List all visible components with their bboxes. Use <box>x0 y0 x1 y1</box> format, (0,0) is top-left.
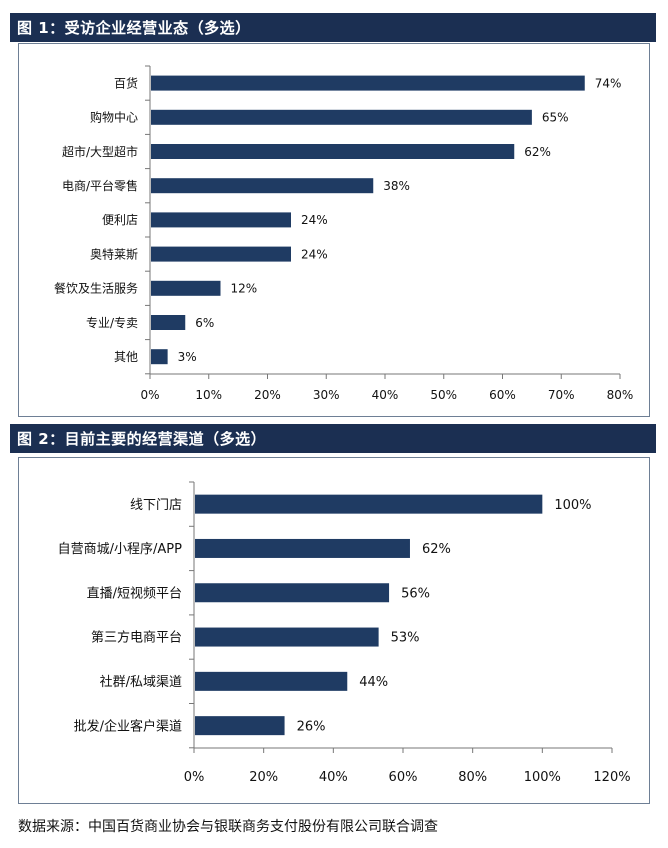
source-note: 数据来源：中国百货商业协会与银联商务支付股份有限公司联合调查 <box>18 819 438 835</box>
category-label: 专业/专卖 <box>86 315 138 330</box>
value-label: 24% <box>301 247 328 261</box>
bar <box>151 144 515 159</box>
value-label: 56% <box>401 586 430 601</box>
category-label: 第三方电商平台 <box>91 630 182 646</box>
bar <box>151 212 291 228</box>
value-label: 6% <box>195 316 214 330</box>
figure2-header: 图 2：目前主要的经营渠道（多选） <box>10 424 656 453</box>
x-tick-label: 0% <box>184 770 205 785</box>
x-tick-label: 80% <box>458 770 487 785</box>
figure1-header: 图 1：受访企业经营业态（多选） <box>10 13 656 42</box>
value-label: 100% <box>554 498 591 513</box>
value-label: 62% <box>524 145 551 159</box>
figure1-bar-chart: 0% 10% 20% 30% 40% 50% 60% 70% 80% 百货 74% 购物中心 65% 超市… <box>54 65 634 402</box>
value-label: 62% <box>422 542 451 557</box>
bar <box>195 494 543 514</box>
value-label: 26% <box>297 719 326 734</box>
bar <box>151 75 585 91</box>
category-label: 餐饮及生活服务 <box>54 281 138 296</box>
x-tick-label: 10% <box>195 388 222 402</box>
value-label: 65% <box>542 111 569 125</box>
value-label: 3% <box>178 350 197 364</box>
x-tick-label: 60% <box>389 770 418 785</box>
category-label: 其他 <box>114 350 138 364</box>
bar <box>151 109 532 125</box>
bar <box>195 538 410 558</box>
x-tick-label: 40% <box>319 770 348 785</box>
value-label: 24% <box>301 213 328 227</box>
category-label: 奥特莱斯 <box>90 246 138 261</box>
x-tick-label: 120% <box>593 770 630 785</box>
bar <box>195 671 348 691</box>
value-label: 12% <box>231 282 258 296</box>
x-tick-label: 40% <box>372 388 399 402</box>
x-tick-label: 0% <box>140 388 159 402</box>
figure2-chart-box: 0% 20% 40% 60% 80% 100% 120% 线下门店 100% 自营商城/小程序/A… <box>18 457 650 804</box>
figure2-bar-chart: 0% 20% 40% 60% 80% 100% 120% 线下门店 100% 自营商城/小程序/A… <box>58 481 631 785</box>
x-tick-label: 30% <box>313 388 340 402</box>
bar <box>151 280 221 296</box>
value-label: 53% <box>391 631 420 646</box>
x-tick-label: 80% <box>607 388 634 402</box>
category-label: 电商/平台零售 <box>62 178 138 193</box>
category-label: 便利店 <box>102 213 138 227</box>
bar <box>195 583 390 603</box>
x-tick-label: 20% <box>254 388 281 402</box>
bar <box>151 246 291 262</box>
value-label: 44% <box>359 675 388 690</box>
x-tick-label: 50% <box>430 388 457 402</box>
category-label: 线下门店 <box>130 498 182 513</box>
category-label: 直播/短视频平台 <box>87 586 182 601</box>
x-tick-label: 20% <box>249 770 278 785</box>
bar <box>151 349 168 365</box>
x-tick-label: 100% <box>524 770 561 785</box>
figure2-title: 图 2：目前主要的经营渠道（多选） <box>17 430 267 448</box>
category-label: 社群/私域渠道 <box>100 674 182 690</box>
x-tick-label: 60% <box>489 388 516 402</box>
category-label: 自营商城/小程序/APP <box>58 542 182 557</box>
bar <box>151 315 186 330</box>
category-label: 购物中心 <box>90 110 138 125</box>
category-label: 百货 <box>114 75 138 90</box>
category-label: 超市/大型超市 <box>62 144 138 159</box>
bar <box>195 716 285 736</box>
value-label: 38% <box>383 179 410 193</box>
x-tick-label: 70% <box>548 388 575 402</box>
bar <box>151 178 374 194</box>
value-label: 74% <box>595 76 622 90</box>
figure1-chart-box: 0% 10% 20% 30% 40% 50% 60% 70% 80% 百货 74% 购物中心 65% 超市… <box>18 43 650 417</box>
bar <box>195 627 379 647</box>
figure1-title: 图 1：受访企业经营业态（多选） <box>17 19 251 37</box>
category-label: 批发/企业客户渠道 <box>74 718 182 734</box>
